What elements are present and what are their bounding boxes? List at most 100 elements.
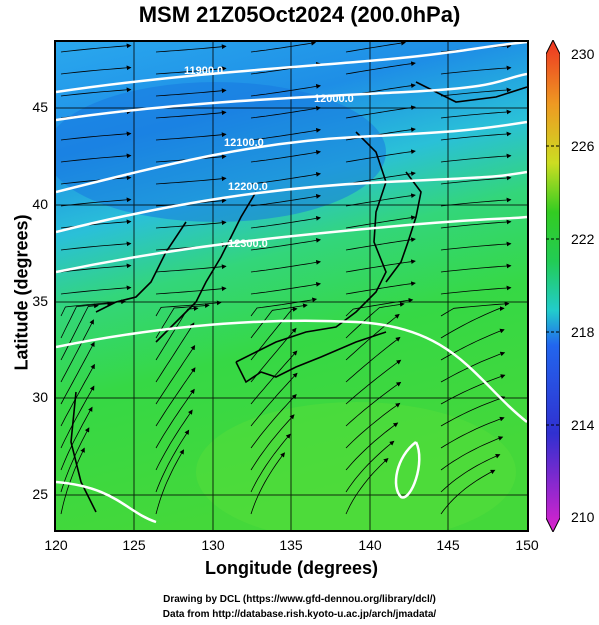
streamline [250,303,308,339]
streamline [60,341,95,405]
streamline [345,259,416,273]
streamline [250,171,321,185]
streamline [250,105,321,119]
streamline [440,263,512,273]
streamline [440,153,512,163]
streamline [345,302,405,339]
streamline [250,281,321,295]
streamline [345,237,416,251]
x-tick-label: 120 [44,537,68,553]
streamline [60,241,132,251]
colorbar-tick-label: 218 [571,324,595,340]
streamline [60,263,132,273]
streamline [345,457,389,515]
streamline [345,171,416,185]
streamline [60,87,132,97]
x-tick-label: 140 [358,537,382,553]
streamline [345,336,401,383]
streamline [345,402,401,449]
streamline [440,241,512,251]
streamline [155,44,227,53]
streamline [60,303,99,361]
streamline [155,132,227,141]
streamline [60,43,132,53]
streamline [60,285,132,295]
streamline [440,436,504,471]
streamline [155,367,196,427]
streamline [345,215,416,229]
x-tick-label: 150 [515,537,539,553]
streamline [440,219,512,229]
streamline [60,131,132,141]
streamline [440,175,512,185]
streamline [440,65,512,75]
streamline [250,297,318,317]
colorbar-tick-label: 222 [571,231,595,247]
streamline [440,197,512,207]
chart-title: MSM 21Z05Oct2024 (200.0hPa) [138,2,461,27]
streamline [250,350,298,405]
streamline [440,87,512,97]
contour-label: 12100.0 [224,137,264,149]
streamline [60,65,132,75]
height-contours [56,42,527,524]
streamline [250,149,321,163]
y-tick-label: 25 [32,486,48,502]
y-tick-label: 30 [32,389,48,405]
streamline [345,105,416,119]
streamline [250,193,321,207]
streamline [155,388,195,449]
colorbar-tick-label: 210 [571,509,595,525]
streamline [155,429,190,493]
streamline [250,452,285,515]
streamline [440,416,505,449]
map-svg: 11900.0 12000.0 12100.0 12200.0 12300.0 [56,42,527,530]
streamline [345,381,402,427]
streamline [155,449,185,515]
streamline [250,83,321,97]
colorbar-tick-label: 214 [571,417,595,433]
credit-data: Data from http://database.rish.kyoto-u.a… [162,609,437,620]
streamline [60,427,90,493]
streamline [440,301,510,317]
streamline [440,306,505,339]
streamline [345,149,416,163]
streamline [250,127,321,141]
x-tick-label: 135 [279,537,303,553]
streamline [440,328,505,361]
contour-label: 12000.0 [314,93,354,105]
streamline [345,422,399,471]
y-tick-label: 40 [32,196,48,212]
streamline [440,351,506,383]
streamline [155,409,193,471]
streamline [440,396,506,427]
warm-patch-south [196,402,516,530]
streamline [155,345,196,405]
x-tick-label: 125 [122,537,146,553]
streamline [440,131,512,141]
streamline [60,363,95,427]
credit-drawing: Drawing by DCL (https://www.gfd-dennou.o… [163,594,436,605]
streamline [440,469,496,515]
y-tick-label: 45 [32,99,48,115]
streamline [345,281,416,295]
streamline [250,215,321,229]
contour-label: 12200.0 [228,181,268,193]
streamline [155,176,227,185]
streamline [60,406,93,471]
streamline [250,42,317,53]
colorbar-tick-label: 226 [571,138,595,154]
map-plot-area: 11900.0 12000.0 12100.0 12200.0 12300.0 [54,40,529,532]
streamline [250,259,321,273]
streamline [155,110,227,119]
streamline [440,109,512,119]
streamline [250,372,298,427]
streamline [60,153,132,163]
y-tick-label: 35 [32,293,48,309]
streamline [345,42,406,53]
streamline [60,197,132,207]
streamline [250,433,291,493]
streamline [440,285,512,295]
streamline [155,66,227,75]
streamline [60,447,85,515]
